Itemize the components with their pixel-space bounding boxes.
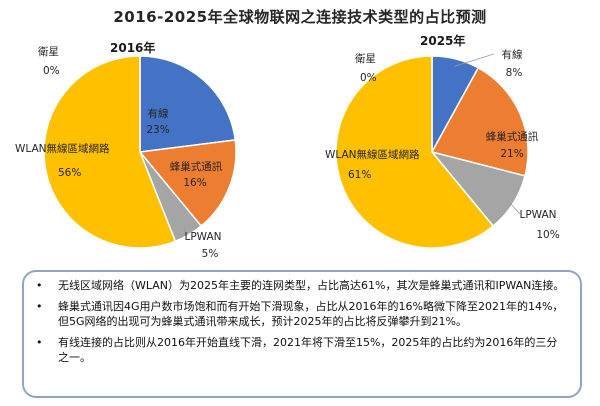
note-item: • 蜂巢式通讯因4G用户数市场饱和而有开始下滑现象，占比从2016年的16%略微… — [36, 299, 568, 329]
notes-box: • 无线区域网络（WLAN）为2025年主要的连网类型，占比高达61%，其次是蜂… — [22, 270, 582, 398]
slice-value: 56% — [58, 167, 81, 179]
pie-slice — [43, 55, 177, 249]
leader-line — [453, 53, 495, 67]
note-text: 蜂巢式通讯因4G用户数市场饱和而有开始下滑现象，占比从2016年的16%略微下降… — [58, 300, 564, 328]
slice-value: 8% — [506, 67, 523, 79]
slice-value: 10% — [536, 229, 559, 241]
slice-value: 23% — [146, 124, 169, 136]
slice-label: 蜂巢式通訊 — [486, 130, 539, 143]
slice-label: LPWAN — [519, 209, 556, 221]
leader-line — [506, 199, 521, 215]
note-item: • 无线区域网络（WLAN）为2025年主要的连网类型，占比高达61%，其次是蜂… — [36, 278, 568, 293]
slice-label: LPWAN — [184, 231, 221, 243]
slice-value: 21% — [500, 148, 523, 160]
slice-value: 16% — [183, 177, 206, 189]
slice-label: 蜂巢式通訊 — [170, 160, 223, 173]
pie-title: 2016年 — [110, 40, 155, 55]
slice-label: WLAN無線區域網路 — [325, 148, 420, 161]
slice-value: 61% — [348, 169, 371, 181]
slice-value: 0% — [360, 72, 377, 84]
note-text: 无线区域网络（WLAN）为2025年主要的连网类型，占比高达61%，其次是蜂巢式… — [58, 279, 565, 292]
slice-label: WLAN無線區域網路 — [15, 142, 110, 155]
slice-label: 衛星 — [355, 52, 376, 65]
pie-slice — [138, 139, 237, 228]
note-text: 有线连接的占比则从2016年开始直线下滑，2021年将下滑至15%，2025年的… — [58, 336, 558, 364]
note-item: • 有线连接的占比则从2016年开始直线下滑，2021年将下滑至15%，2025… — [36, 335, 568, 365]
bullet-dot: • — [36, 279, 43, 292]
bullet-dot: • — [36, 300, 43, 313]
slice-label: 衛星 — [38, 45, 59, 58]
bullet-dot: • — [36, 336, 43, 349]
pie-slice — [139, 55, 237, 153]
slice-label: 有線 — [502, 48, 523, 61]
slice-value: 5% — [202, 248, 219, 260]
pie-slice — [430, 66, 529, 177]
slice-value: 0% — [43, 65, 60, 77]
pie-title: 2025年 — [420, 33, 465, 48]
page-title: 2016-2025年全球物联网之连接技术类型的占比预测 — [113, 8, 487, 26]
slice-label: 有線 — [148, 107, 169, 120]
pie-slice — [335, 55, 495, 249]
